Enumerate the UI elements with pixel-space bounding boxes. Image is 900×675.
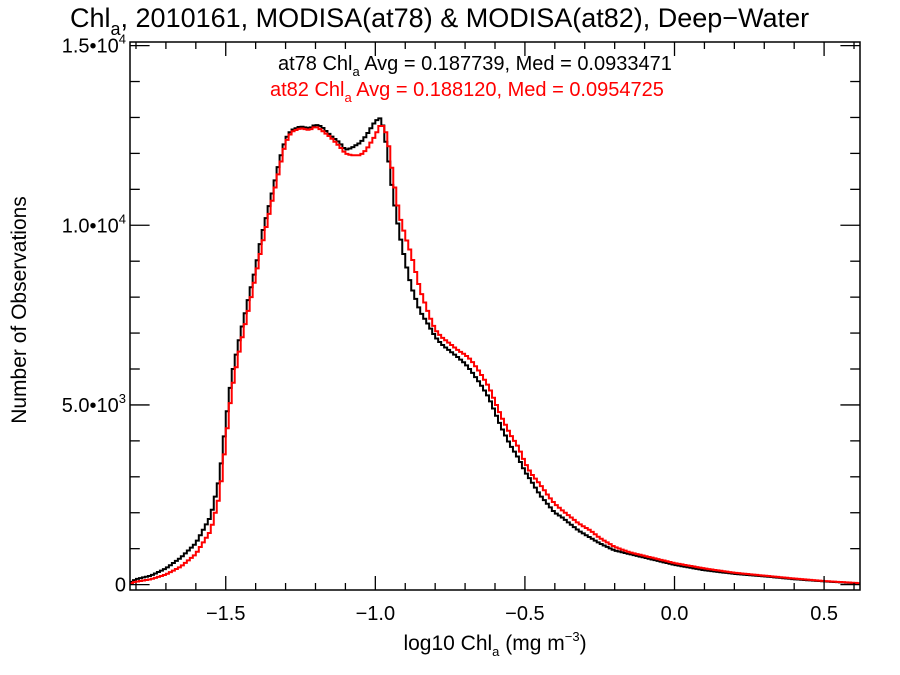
axis-ticks [130, 42, 860, 590]
y-tick-label: 1.5•104 [62, 32, 126, 58]
x-axis-label: log10 Chla (mg m−3) [403, 629, 586, 659]
x-tick-label: −1.5 [206, 603, 245, 625]
y-axis-label: Number of Observations [8, 196, 31, 424]
tick-labels: −1.5 −1.0 −0.5 0.0 0.5 0 5.0•103 1.0•104 1.5•104 [62, 32, 838, 625]
x-tick-label: −1.0 [356, 603, 395, 625]
x-tick-label: −0.5 [505, 603, 544, 625]
annotation-at78: at78 Chla Avg = 0.187739, Med = 0.093347… [278, 53, 672, 79]
series-line-1 [130, 125, 860, 585]
x-tick-label: 0.0 [661, 603, 689, 625]
annotation-at82: at82 Chla Avg = 0.188120, Med = 0.095472… [270, 79, 664, 105]
y-tick-label: 0 [115, 575, 126, 597]
plot-frame [129, 41, 861, 591]
chart-title: Chla, 2010161, MODISA(at78) & MODISA(at8… [70, 3, 809, 39]
x-tick-label: 0.5 [810, 603, 838, 625]
y-tick-label: 5.0•103 [62, 391, 126, 417]
y-tick-label: 1.0•104 [62, 211, 126, 237]
series-lines [130, 117, 860, 585]
